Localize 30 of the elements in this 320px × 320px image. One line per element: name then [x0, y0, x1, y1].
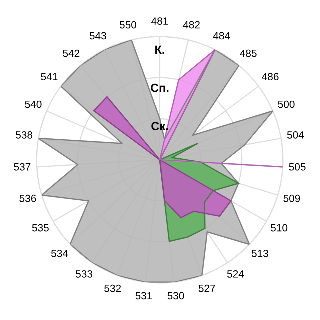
spoke-label: 485 — [240, 50, 257, 58]
spoke-label: 534 — [52, 250, 68, 258]
spoke-label: 484 — [213, 32, 230, 40]
y-tick-label: Ск. — [152, 122, 168, 130]
spoke-label: 500 — [278, 100, 295, 108]
spoke-label: 550 — [120, 21, 137, 29]
spoke-label: 527 — [198, 284, 216, 292]
spoke-label: 531 — [136, 292, 152, 300]
spoke-label: 543 — [90, 32, 106, 40]
spoke-label: 538 — [16, 131, 33, 139]
spoke-label: 536 — [20, 194, 36, 202]
spoke-label: 541 — [41, 73, 58, 81]
spoke-label: 542 — [63, 50, 80, 58]
spoke-label: 509 — [284, 194, 300, 202]
spoke-label: 513 — [252, 250, 268, 258]
spoke-label: 504 — [287, 131, 304, 139]
spoke-label: 524 — [227, 270, 244, 278]
spoke-label: 535 — [32, 224, 49, 232]
spoke-label: 532 — [104, 284, 122, 292]
spoke-label: 486 — [262, 73, 279, 81]
spoke-label: 505 — [289, 163, 306, 171]
spoke-label: 510 — [271, 224, 288, 232]
y-tick-label: Сп. — [151, 84, 169, 92]
y-tick-label: К. — [156, 46, 164, 54]
spoke-label: 481 — [152, 18, 168, 26]
spoke-label: 537 — [14, 163, 31, 171]
spoke-label: 540 — [25, 100, 42, 108]
spoke-label: 530 — [168, 292, 184, 300]
spoke-label: 533 — [76, 270, 93, 278]
spoke-label: 482 — [183, 21, 200, 29]
